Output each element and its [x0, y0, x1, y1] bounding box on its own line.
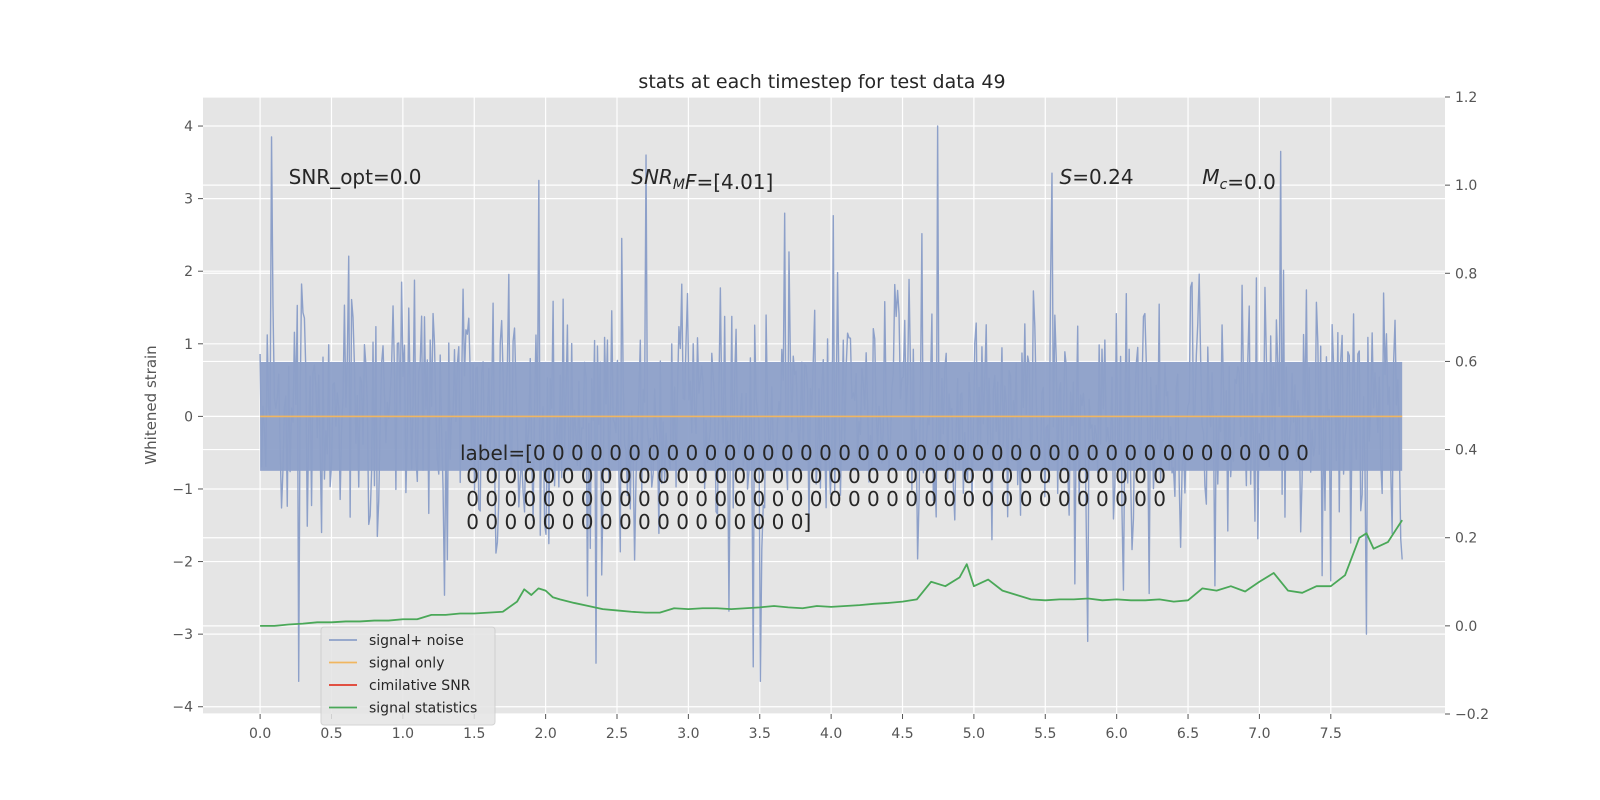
x-tick-label: 3.0 [677, 726, 699, 742]
y-axis-right: −0.2 0.0 0.2 0.4 0.6 0.8 1.0 1.2 [1445, 90, 1489, 723]
series-signal-statistics [260, 519, 1403, 627]
label-array-line: 0 0 0 0 0 0 0 0 0 0 0 0 0 0 0 0 0 0] [460, 510, 811, 534]
y2-tick-label: −0.2 [1455, 707, 1489, 723]
y-tick-label: −1 [172, 482, 193, 498]
x-tick-label: 1.5 [463, 726, 485, 742]
y-axis-left: −4 −3 −2 −1 0 1 2 3 4 [172, 119, 203, 716]
y-tick-label: 3 [184, 192, 193, 208]
y-tick-label: −2 [172, 555, 193, 571]
y-tick-label: 1 [184, 337, 193, 353]
annotation-s-value: S=0.24 [1060, 165, 1134, 189]
y-tick-label: −3 [172, 627, 193, 643]
x-tick-label: 0.0 [249, 726, 271, 742]
annotations: SNR_opt=0.0 SNRMF=[4.01] S=0.24 Mc=0.0 label… [289, 165, 1309, 534]
annotation-snr-opt: SNR_opt=0.0 [289, 165, 422, 189]
x-tick-label: 7.0 [1248, 726, 1270, 742]
label-array-line: 0 0 0 0 0 0 0 0 0 0 0 0 0 0 0 0 0 0 0 0 … [460, 487, 1166, 511]
x-tick-label: 2.0 [534, 726, 556, 742]
legend: signal+ noise signal only cimilative SNR si… [320, 626, 496, 726]
y2-tick-label: 1.0 [1455, 178, 1477, 194]
x-tick-label: 6.5 [1177, 726, 1199, 742]
y-tick-label: −4 [172, 700, 193, 716]
x-tick-label: 7.5 [1320, 726, 1342, 742]
x-tick-label: 4.0 [820, 726, 842, 742]
legend-label: cimilative SNR [369, 678, 471, 694]
x-tick-label: 6.0 [1106, 726, 1128, 742]
annotation-label-array: label=[0 0 0 0 0 0 0 0 0 0 0 0 0 0 0 0 0… [460, 441, 1309, 534]
x-tick-label: 4.5 [891, 726, 913, 742]
y-axis-label: Whitened strain [142, 345, 160, 464]
legend-label: signal only [369, 656, 444, 672]
y2-tick-label: 0.4 [1455, 443, 1477, 459]
chart-title: stats at each timestep for test data 49 [638, 71, 1005, 93]
x-tick-label: 5.0 [963, 726, 985, 742]
legend-label: signal+ noise [369, 633, 464, 649]
x-tick-label: 3.5 [749, 726, 771, 742]
annotation-snr-mf: SNRMF=[4.01] [631, 165, 773, 194]
annotation-mc-value: Mc=0.0 [1202, 165, 1276, 194]
x-axis: 0.0 0.5 1.0 1.5 2.0 2.5 3.0 3.5 4.0 4.5 5.0 5.5 6.0 6… [249, 714, 1342, 742]
legend-box [320, 626, 496, 726]
x-tick-label: 2.5 [606, 726, 628, 742]
y-tick-label: 2 [184, 264, 193, 280]
y-tick-label: 0 [184, 409, 193, 425]
y2-tick-label: 1.2 [1455, 90, 1477, 106]
y2-tick-label: 0.0 [1455, 619, 1477, 635]
y2-tick-label: 0.6 [1455, 354, 1477, 370]
x-tick-label: 1.0 [392, 726, 414, 742]
label-array-line: 0 0 0 0 0 0 0 0 0 0 0 0 0 0 0 0 0 0 0 0 … [460, 464, 1166, 488]
y-tick-label: 4 [184, 119, 193, 135]
x-tick-label: 5.5 [1034, 726, 1056, 742]
y2-tick-label: 0.2 [1455, 531, 1477, 547]
y2-tick-label: 0.8 [1455, 266, 1477, 282]
signal-statistics-line [260, 519, 1403, 627]
x-tick-label: 0.5 [320, 726, 342, 742]
legend-label: signal statistics [369, 701, 477, 717]
label-array-line: label=[0 0 0 0 0 0 0 0 0 0 0 0 0 0 0 0 0… [460, 441, 1309, 465]
